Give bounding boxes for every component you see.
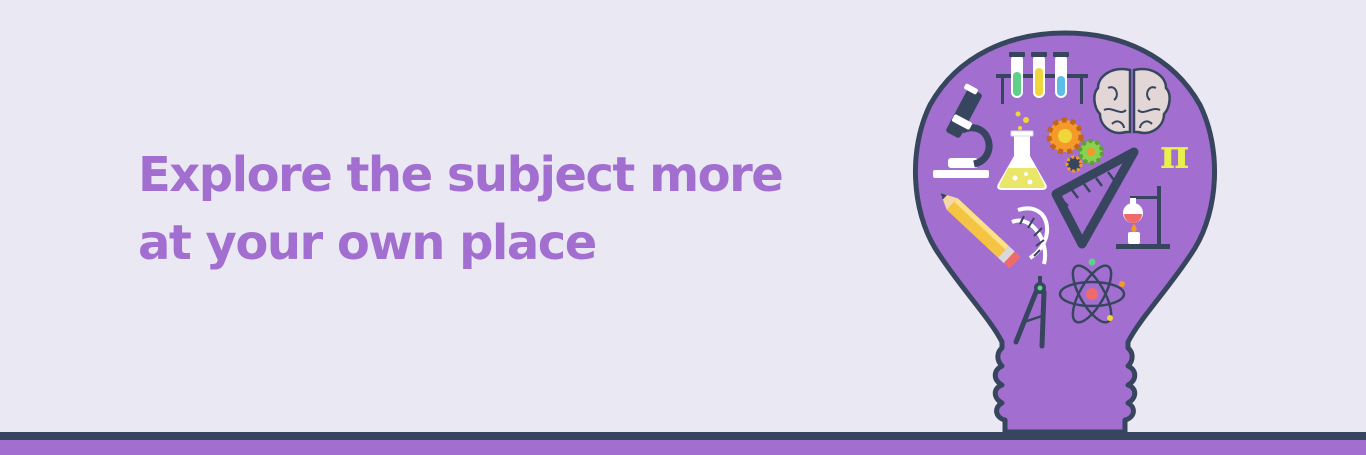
- floor-line: [0, 432, 1366, 440]
- test-tubes-icon: [996, 52, 1088, 104]
- set-square-icon: [1051, 147, 1139, 249]
- lab-stand-flask-icon: [1116, 186, 1170, 249]
- brain-icon: [1093, 67, 1171, 135]
- headline-line-2: at your own place: [138, 215, 597, 271]
- headline: Explore the subject more at your own pla…: [138, 141, 784, 277]
- floor-band: [0, 440, 1366, 455]
- compass-icon: [1013, 276, 1047, 349]
- pencil-icon: [940, 193, 1020, 268]
- headline-line-1: Explore the subject more: [138, 147, 784, 203]
- gears-icon: [1046, 117, 1104, 173]
- pi-symbol: π: [1160, 131, 1189, 178]
- lightbulb-illustration: π: [912, 30, 1218, 435]
- flask-icon: [997, 111, 1047, 190]
- microscope-icon: [933, 83, 993, 178]
- atom-icon: [1058, 258, 1126, 324]
- dna-icon: [1011, 206, 1049, 265]
